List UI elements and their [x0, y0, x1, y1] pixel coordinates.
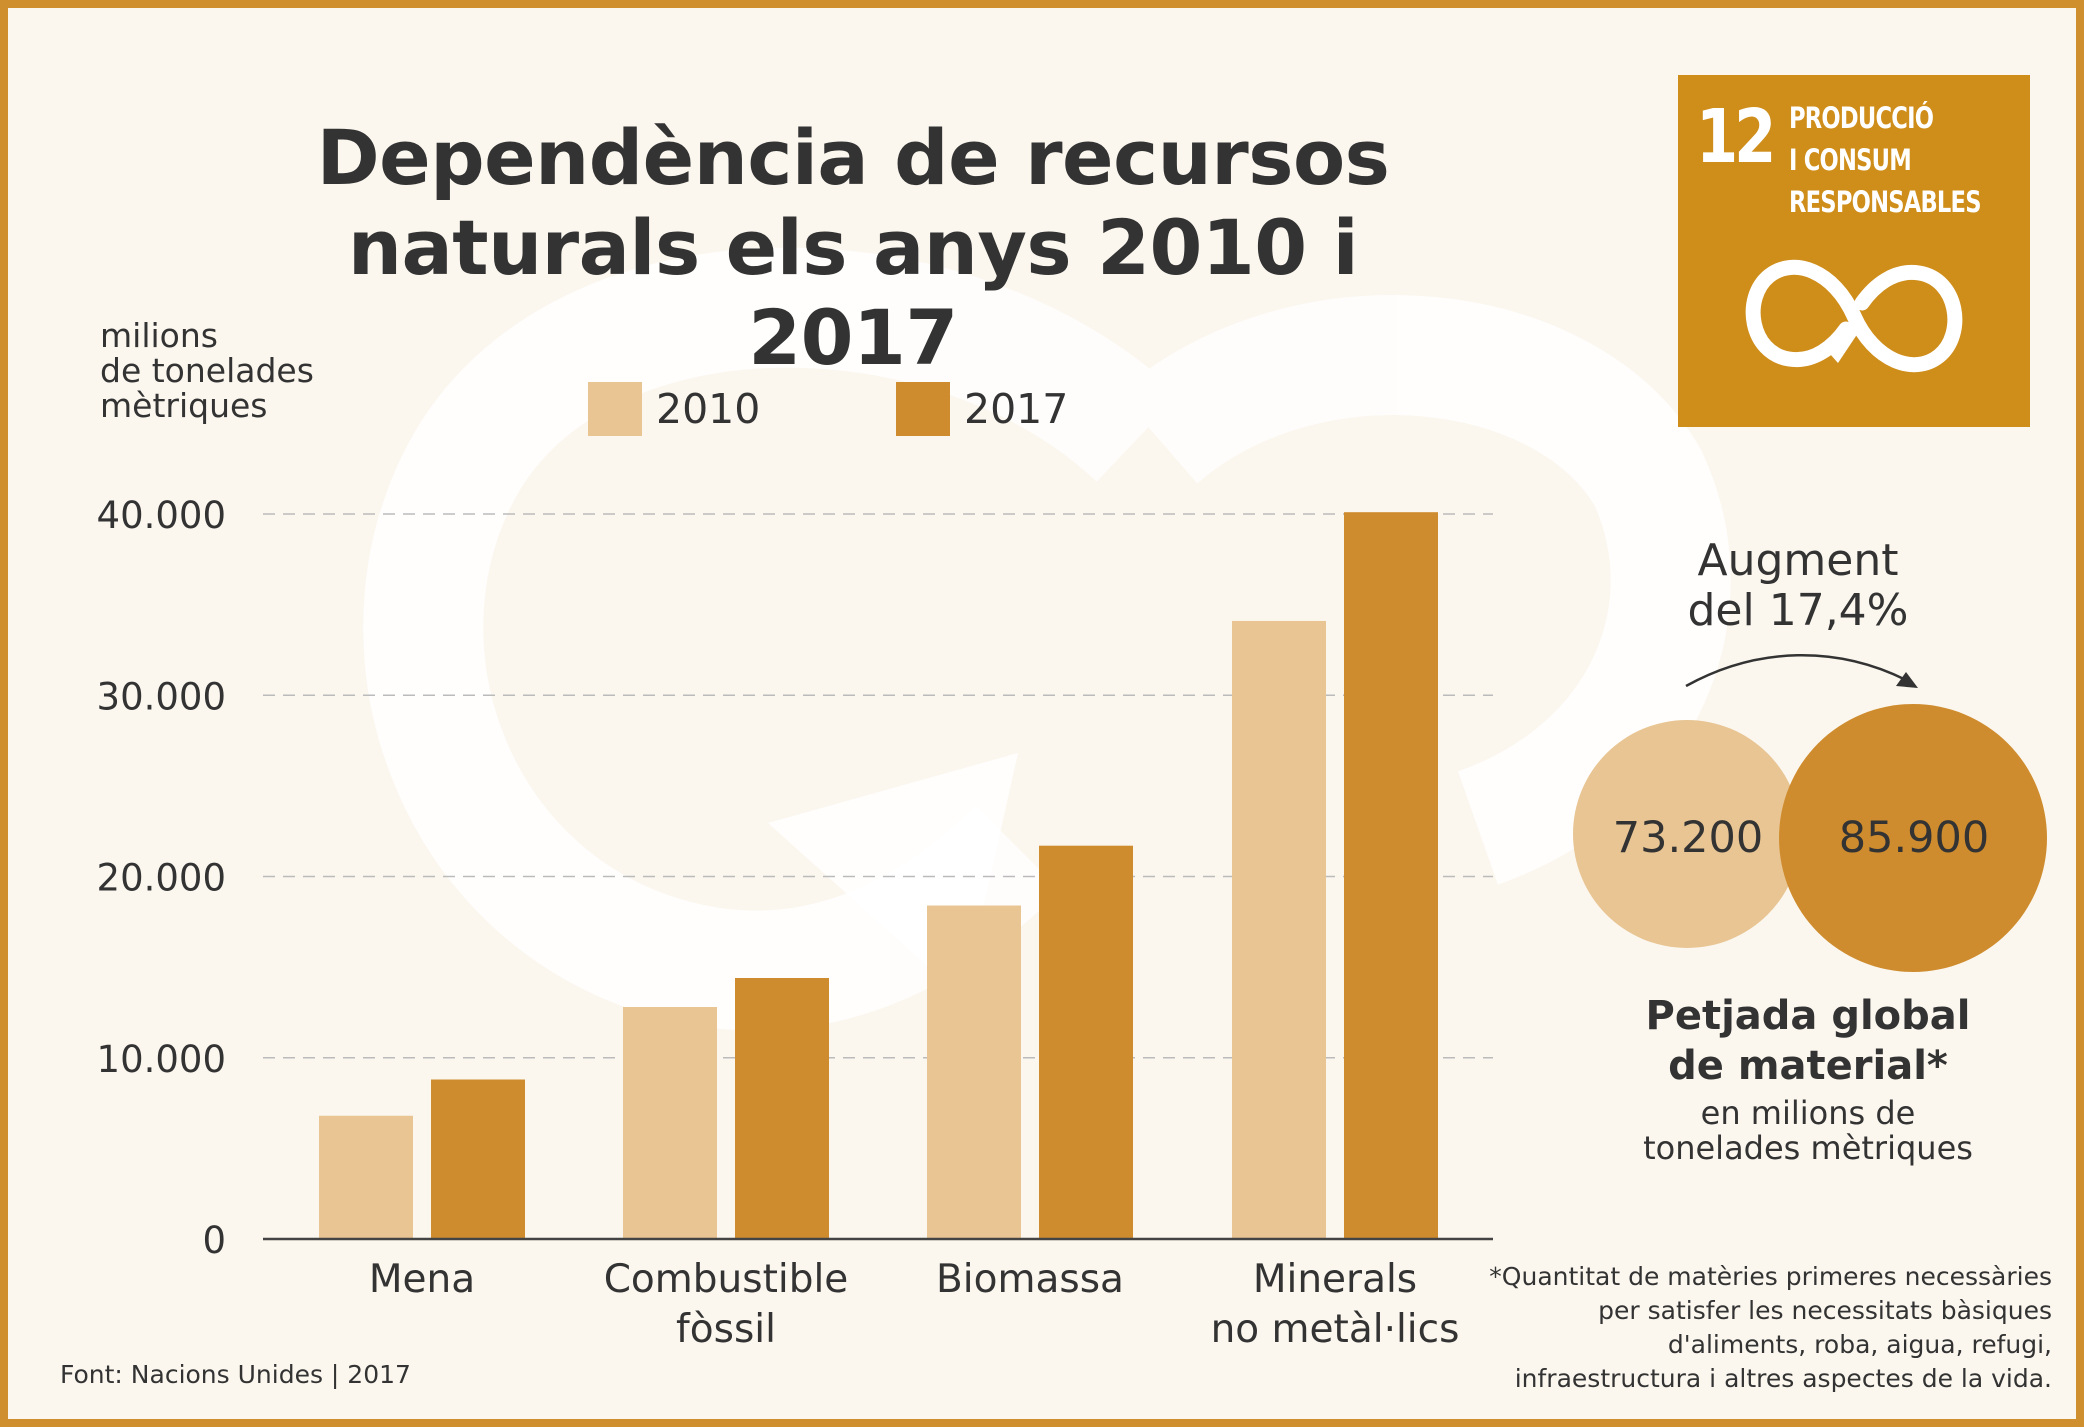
increase-label: Augment del 17,4% [1598, 536, 1998, 636]
footprint-value-2017: 85.900 [1838, 813, 1990, 863]
footprint-circle-2010 [1573, 720, 1801, 948]
sdg-12-badge: 12 PRODUCCIÓ I CONSUM RESPONSABLES [1678, 75, 2030, 427]
increase-label-line: del 17,4% [1687, 585, 1909, 636]
footnote-line: per satisfer les necessitats bàsiques [1598, 1296, 2052, 1325]
sdg-title-line: PRODUCCIÓ [1789, 101, 1934, 135]
bar-2010-0 [319, 1115, 413, 1239]
x-tick-label: Combustible [604, 1257, 849, 1302]
y-tick-label: 0 [202, 1219, 226, 1262]
footprint-title-line: Petjada global [1645, 993, 1971, 1039]
footprint-title: Petjada global de material* [1578, 991, 2038, 1091]
x-tick-label: no metàl·lics [1211, 1307, 1460, 1352]
footprint-unit-line: en milions de [1700, 1094, 1916, 1132]
x-tick-label: fòssil [676, 1307, 776, 1352]
bar-2017-1 [735, 978, 829, 1239]
y-tick-label: 10.000 [97, 1038, 226, 1081]
footprint-unit-line: tonelades mètriques [1643, 1129, 1973, 1167]
y-tick-label: 30.000 [97, 675, 226, 718]
chart-title: Dependència de recursos naturals els any… [238, 113, 1468, 383]
bar-2010-2 [927, 905, 1021, 1239]
footprint-circles [1573, 704, 2047, 972]
increase-arrow-icon [1685, 654, 1918, 688]
legend-label-2010: 2010 [656, 385, 761, 433]
footnote-line: infraestructura i altres aspectes de la … [1514, 1364, 2052, 1393]
footnote-line: *Quantitat de matèries primeres necessàr… [1489, 1262, 2052, 1291]
legend-swatch-2017 [896, 382, 950, 436]
source-credit: Font: Nacions Unides | 2017 [60, 1360, 411, 1389]
x-tick-label: Biomassa [936, 1257, 1124, 1302]
bar-2010-1 [623, 1007, 717, 1239]
y-axis-unit-line: mètriques [100, 386, 268, 425]
x-tick-label: Mena [369, 1257, 475, 1302]
footprint-value-2010: 73.200 [1612, 813, 1764, 863]
x-tick-label: Minerals [1253, 1257, 1417, 1302]
y-axis-unit-line: de tonelades [100, 351, 314, 390]
footprint-circle-2017 [1779, 704, 2047, 972]
footprint-title-line: de material* [1668, 1043, 1948, 1089]
y-axis-unit-line: milions [100, 316, 218, 355]
footnote: *Quantitat de matèries primeres necessàr… [1388, 1260, 2052, 1396]
chart-title-line: Dependència de recursos naturals els any… [316, 113, 1390, 382]
infinity-arrow-icon [1745, 259, 1963, 373]
footprint-unit: en milions de tonelades mètriques [1578, 1096, 2038, 1166]
bar-2017-0 [431, 1079, 525, 1239]
sdg-title-line: RESPONSABLES [1789, 185, 1982, 219]
bar-chart: 0 10.000 20.000 30.000 40.000 Mena Combustible… [97, 494, 1493, 1352]
y-tick-label: 40.000 [97, 494, 226, 537]
bar-2017-3 [1344, 512, 1438, 1239]
legend-swatch-2010 [588, 382, 642, 436]
bar-2017-2 [1039, 845, 1133, 1239]
sdg-title-line: I CONSUM [1789, 143, 1912, 177]
footnote-line: d'aliments, roba, aigua, refugi, [1667, 1330, 2052, 1359]
legend-label-2017: 2017 [964, 385, 1069, 433]
bar-2010-3 [1232, 620, 1326, 1239]
sdg-number: 12 [1696, 94, 1776, 180]
increase-label-line: Augment [1697, 535, 1899, 586]
y-axis-unit-label: milions de tonelades mètriques [100, 318, 340, 423]
y-tick-label: 20.000 [97, 857, 226, 900]
